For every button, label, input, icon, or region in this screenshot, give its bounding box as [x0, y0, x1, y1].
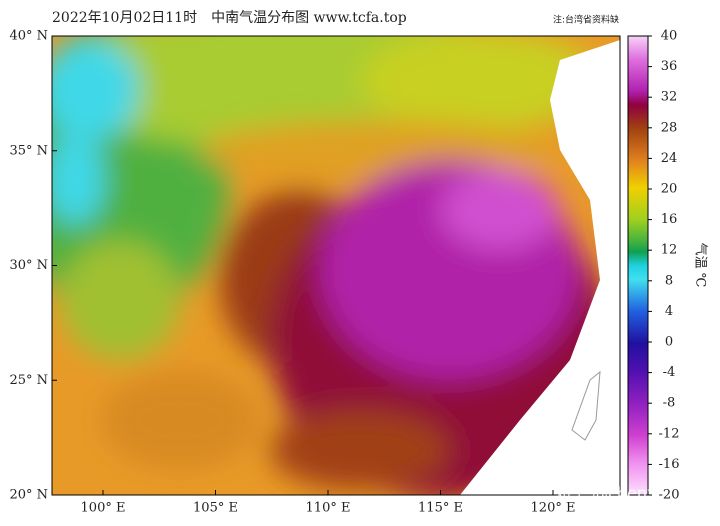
colorbar-tick-label: 16	[661, 212, 678, 227]
title: 2022年10月02日11时 中南气温分布图 www.tcfa.top	[52, 10, 407, 26]
colorbar-tick-label: 4	[665, 304, 673, 319]
colorbar-tick-label: 40	[661, 29, 678, 44]
colorbar-tick-label: 0	[665, 335, 673, 350]
colorbar-tick-label: 28	[661, 120, 678, 135]
watermark: 知乎 @chenzhe	[555, 484, 675, 503]
colorbar-tick-label: -8	[663, 396, 676, 411]
colorbar-tick-label: -16	[659, 457, 680, 472]
lat-label: 35° N	[9, 143, 48, 158]
colorbar-tick-label: 12	[661, 243, 678, 258]
lat-label: 30° N	[9, 258, 48, 273]
colorbar-tick-label: -4	[663, 365, 676, 380]
lat-label: 20° N	[9, 488, 48, 503]
colorbar-tick-label: -20	[659, 488, 680, 503]
colorbar-tick-label: 36	[661, 59, 678, 74]
colorbar-tick-label: 32	[661, 90, 678, 105]
lon-label: 105° E	[193, 501, 238, 516]
colorbar-tick-label: -12	[659, 426, 680, 441]
colorbar-tick-label: 8	[665, 273, 673, 288]
note: 注:台湾省资料缺	[553, 14, 619, 26]
lon-label: 115° E	[418, 501, 463, 516]
colorbar	[627, 35, 649, 496]
lat-label: 25° N	[9, 373, 48, 388]
colorbar-tick-label: 24	[661, 151, 678, 166]
lon-label: 100° E	[81, 501, 126, 516]
colorbar-label: 气温 ℃	[693, 243, 709, 288]
lat-label: 40° N	[9, 29, 48, 44]
temperature-field	[52, 36, 620, 495]
lon-label: 110° E	[306, 501, 351, 516]
colorbar-tick-label: 20	[661, 182, 678, 197]
lon-label: 120° E	[531, 501, 576, 516]
